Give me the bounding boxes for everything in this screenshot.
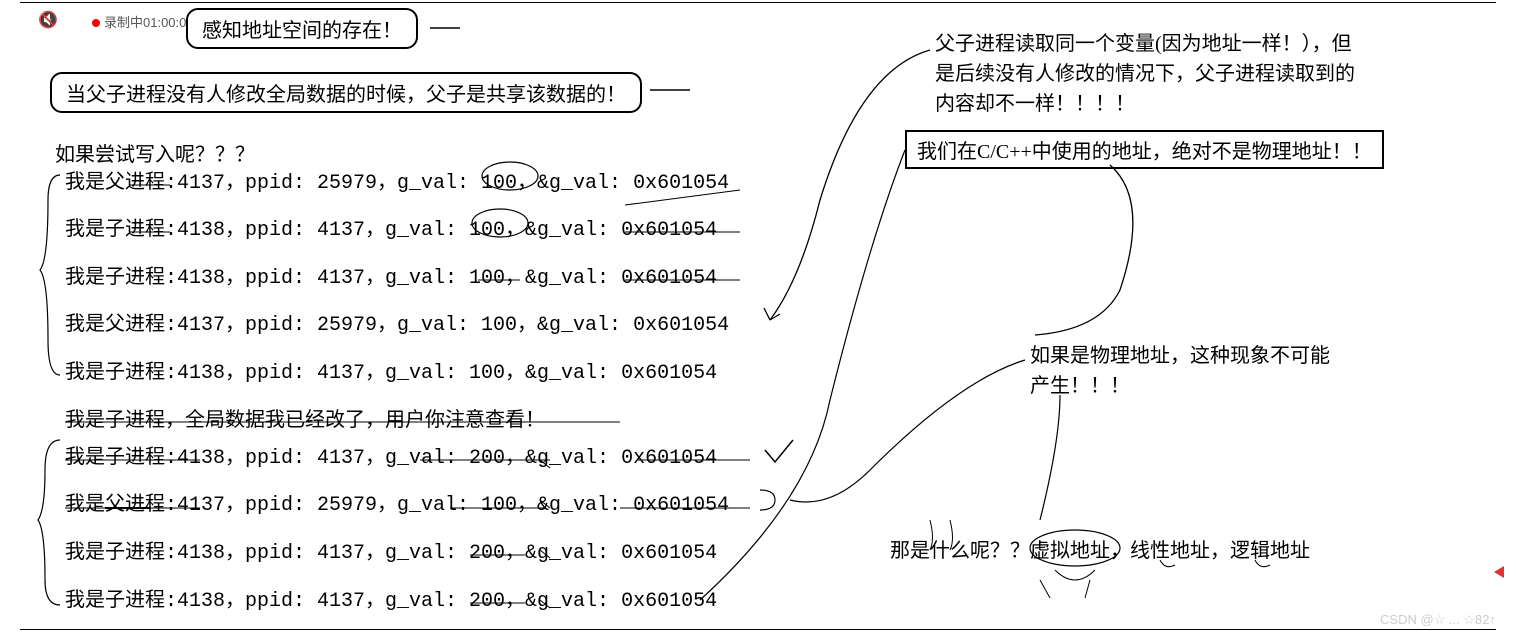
note-1-line2: 是后续没有人修改的情况下，父子进程读取到的 — [935, 58, 1355, 90]
top-rule — [20, 2, 1496, 3]
watermark: CSDN @☆ ... ☆82↑ — [1380, 612, 1496, 628]
output-line-8: 我是子进程:4138，ppid: 4137，g_val: 200，&g_val:… — [65, 535, 717, 565]
output-line-5: 我是子进程，全局数据我已经改了，用户你注意查看！ — [65, 403, 545, 433]
note-1-line3: 内容却不一样！！！！ — [935, 88, 1135, 120]
output-line-1: 我是子进程:4138，ppid: 4137，g_val: 100，&g_val:… — [65, 212, 717, 242]
note-3: 那是什么呢？？虚拟地址，线性地址，逻辑地址 — [890, 535, 1310, 567]
bottom-rule — [20, 629, 1496, 630]
output-line-2: 我是子进程:4138，ppid: 4137，g_val: 100，&g_val:… — [65, 260, 717, 290]
output-line-3: 我是父进程:4137，ppid: 25979，g_val: 100，&g_val… — [65, 307, 729, 337]
recording-label: 录制中01:00:09 — [104, 15, 194, 30]
box-title-2: 当父子进程没有人修改全局数据的时候，父子是共享该数据的！ — [50, 72, 642, 113]
record-dot-icon — [92, 19, 100, 27]
sound-icon: 🔇 — [38, 10, 58, 30]
box-title-3: 我们在C/C++中使用的地址，绝对不是物理地址！！ — [905, 130, 1384, 169]
box-title-1: 感知地址空间的存在！ — [186, 8, 418, 49]
output-line-7: 我是父进程:4137，ppid: 25979，g_val: 100，&g_val… — [65, 487, 729, 517]
note-2-line2: 产生！！！ — [1030, 370, 1130, 402]
output-line-4: 我是子进程:4138，ppid: 4137，g_val: 100，&g_val:… — [65, 355, 717, 385]
note-2-line1: 如果是物理地址，这种现象不可能 — [1030, 340, 1330, 372]
note-1-line1: 父子进程读取同一个变量(因为地址一样！），但 — [935, 28, 1352, 60]
marker-icon — [1494, 566, 1504, 578]
output-line-9: 我是子进程:4138，ppid: 4137，g_val: 200，&g_val:… — [65, 583, 717, 613]
output-line-6: 我是子进程:4138，ppid: 4137，g_val: 200，&g_val:… — [65, 440, 717, 470]
question-line: 如果尝试写入呢？？？ — [55, 138, 255, 168]
recording-status: 录制中01:00:09 — [92, 12, 194, 31]
output-line-0: 我是父进程:4137，ppid: 25979，g_val: 100，&g_val… — [65, 165, 729, 195]
